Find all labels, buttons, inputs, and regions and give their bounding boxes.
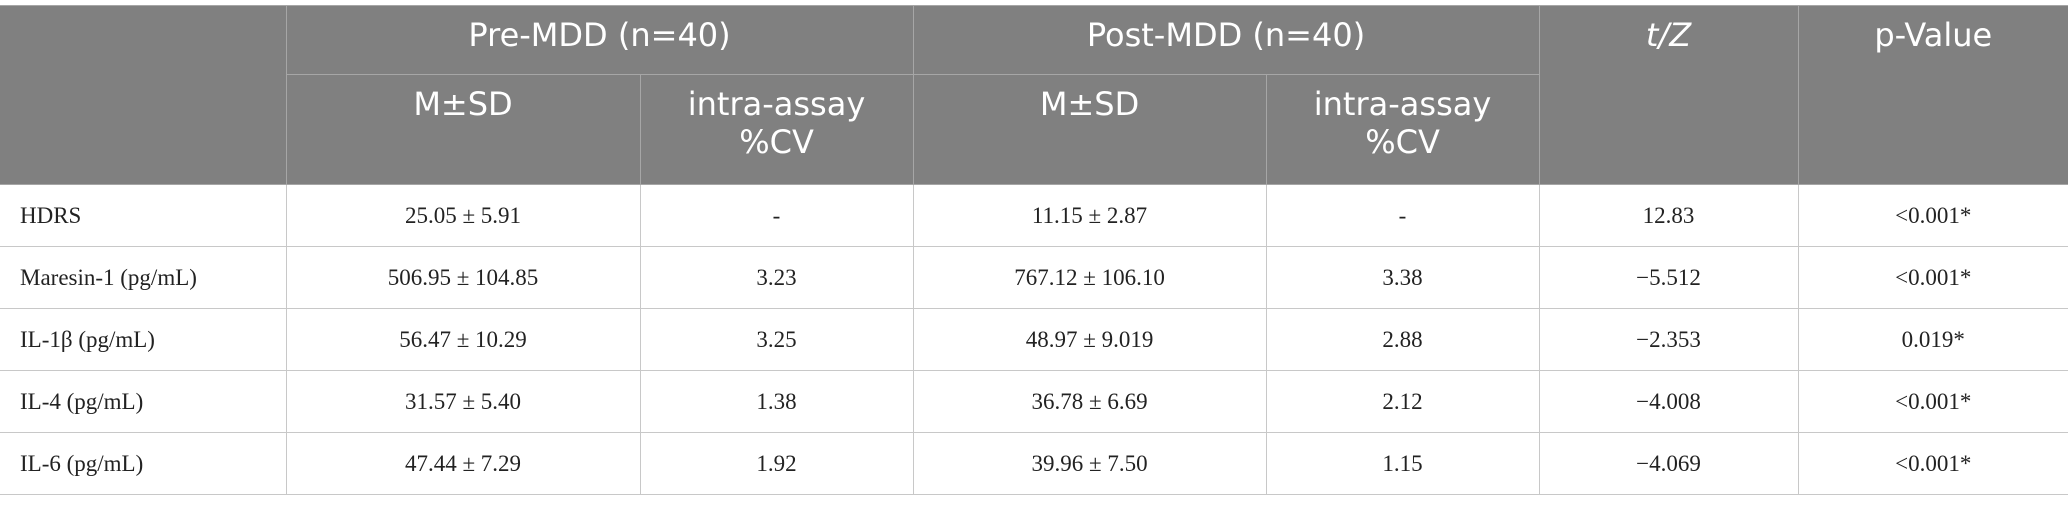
group-header: Pre-MDD (n=40) <box>285 5 914 75</box>
cell: 3.23 <box>639 246 914 309</box>
cell: 31.57 ± 5.40 <box>285 370 641 433</box>
sub-header: intra-assay %CV <box>1265 74 1540 185</box>
cell: <0.001* <box>1797 370 2068 433</box>
row-label: IL-4 (pg/mL) <box>0 370 287 433</box>
row-label: IL-6 (pg/mL) <box>0 432 287 495</box>
corner-cell <box>0 5 287 185</box>
cell: <0.001* <box>1797 184 2068 247</box>
cell: 2.88 <box>1265 308 1540 371</box>
pvalue-header: p-Value <box>1797 5 2068 185</box>
cell: 2.12 <box>1265 370 1540 433</box>
row-label: IL-1β (pg/mL) <box>0 308 287 371</box>
cell: 56.47 ± 10.29 <box>285 308 641 371</box>
table-header: Pre-MDD (n=40) Post-MDD (n=40) t/Z p-Value M… <box>0 5 2068 185</box>
data-row: HDRS 25.05 ± 5.91-11.15 ± 2.87-12.83 <0.00… <box>0 184 2068 247</box>
data-row: IL-6 (pg/mL) 47.44 ± 7.29 1.92 39.96 ± 7.50… <box>0 432 2068 495</box>
sub-header: intra-assay %CV <box>639 74 914 185</box>
cell: - <box>1265 184 1540 247</box>
cell: 39.96 ± 7.50 <box>912 432 1267 495</box>
cell: 48.97 ± 9.019 <box>912 308 1267 371</box>
sub-header: M±SD <box>286 74 641 185</box>
sub-header-line: intra-assay <box>1313 85 1492 123</box>
group-header: Post-MDD (n=40) <box>912 5 1540 75</box>
cell: <0.001* <box>1797 432 2068 495</box>
data-table: Pre-MDD (n=40) Post-MDD (n=40) t/Z p-Value M… <box>0 5 2068 495</box>
cell: −4.069 <box>1538 432 1799 495</box>
stat-header: t/Z <box>1538 5 1799 185</box>
cell: 3.38 <box>1265 246 1540 309</box>
cell: 506.95 ± 104.85 <box>285 246 641 309</box>
data-row: IL-1β (pg/mL) 56.47 ± 10.29 3.25 48.97 ± 9.… <box>0 308 2068 371</box>
data-row: IL-4 (pg/mL) 31.57 ± 5.40 1.38 36.78 ± 6.69… <box>0 370 2068 433</box>
header-row: Pre-MDD (n=40) Post-MDD (n=40) t/Z p-Value <box>0 5 2068 185</box>
cell: 47.44 ± 7.29 <box>285 432 641 495</box>
table-body: HDRS 25.05 ± 5.91-11.15 ± 2.87-12.83 <0.00… <box>0 184 2068 495</box>
sub-header-line: %CV <box>1365 123 1440 161</box>
cell: 3.25 <box>639 308 914 371</box>
sub-header-line: %CV <box>739 123 814 161</box>
cell: 1.92 <box>639 432 914 495</box>
cell: 12.83 <box>1538 184 1799 247</box>
sub-header-line: intra-assay <box>687 85 866 123</box>
cell: 0.019* <box>1797 308 2068 371</box>
page: Pre-MDD (n=40) Post-MDD (n=40) t/Z p-Value M… <box>0 5 2068 509</box>
header-row: M±SD intra-assay %CV M±SD intra-assay %CV <box>0 74 2068 185</box>
cell: 1.15 <box>1265 432 1540 495</box>
row-label: HDRS <box>0 184 287 247</box>
cell: −4.008 <box>1538 370 1799 433</box>
sub-header: M±SD <box>912 74 1267 185</box>
cell: −2.353 <box>1538 308 1799 371</box>
cell: −5.512 <box>1538 246 1799 309</box>
cell: 767.12 ± 106.10 <box>912 246 1267 309</box>
data-row: Maresin-1 (pg/mL) 506.95 ± 104.85 3.23 767.… <box>0 246 2068 309</box>
cell: 36.78 ± 6.69 <box>912 370 1267 433</box>
row-label: Maresin-1 (pg/mL) <box>0 246 287 309</box>
cell: 11.15 ± 2.87 <box>912 184 1267 247</box>
cell: 25.05 ± 5.91 <box>285 184 641 247</box>
cell: 1.38 <box>639 370 914 433</box>
cell: <0.001* <box>1797 246 2068 309</box>
cell: - <box>639 184 914 247</box>
